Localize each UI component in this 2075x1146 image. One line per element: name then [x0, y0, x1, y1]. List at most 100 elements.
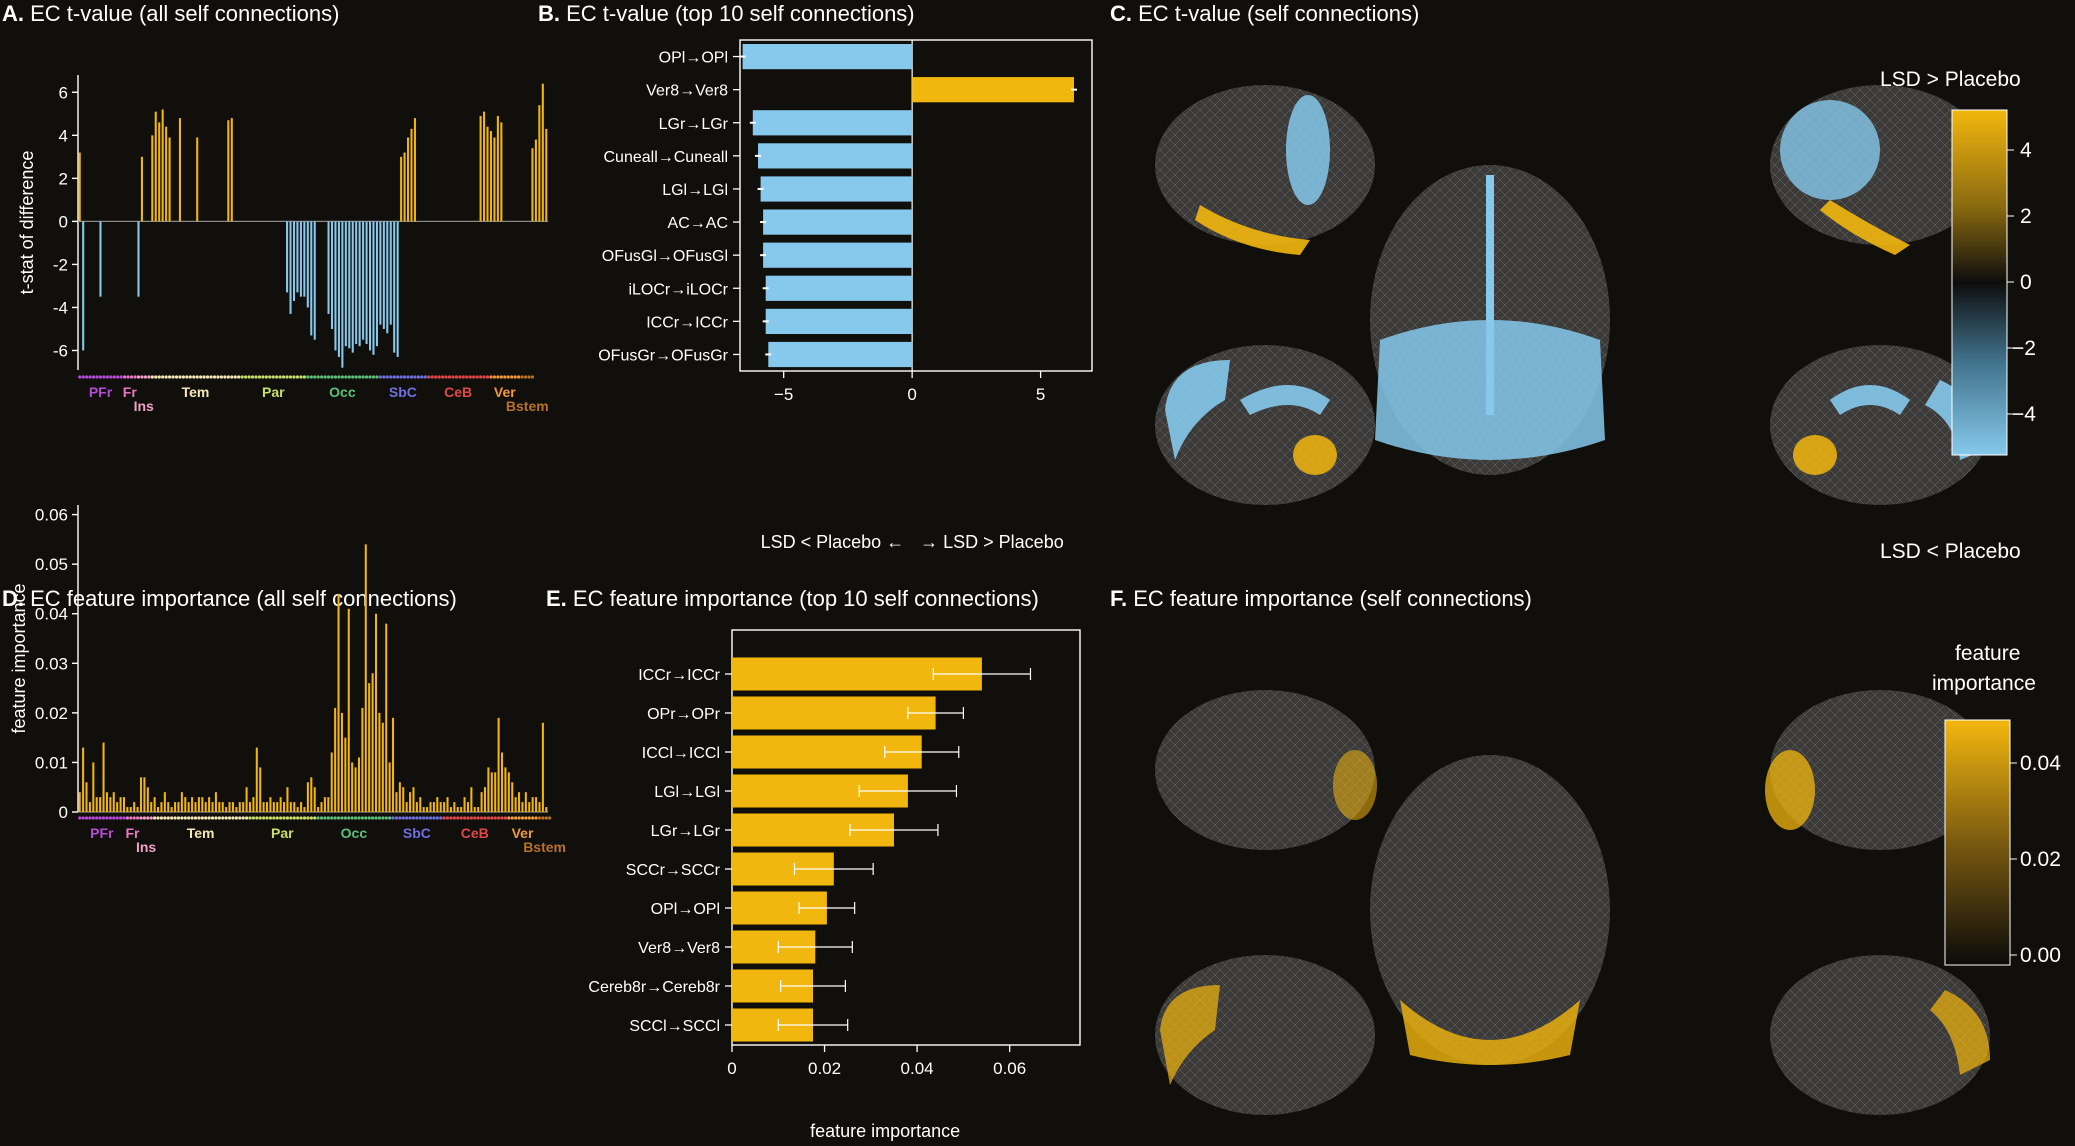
region-dot	[435, 816, 439, 820]
region-dot	[371, 375, 376, 379]
bar	[299, 221, 302, 297]
category-label: ICCl→ICCl	[642, 745, 720, 762]
region-dot	[240, 375, 244, 379]
bar	[470, 787, 473, 812]
region-dot	[81, 375, 85, 379]
y-axis-label: t-stat of difference	[17, 151, 37, 295]
bar	[105, 792, 108, 812]
region-dot	[149, 816, 153, 820]
bar	[204, 802, 207, 812]
region-dot	[262, 816, 266, 820]
region-dot	[517, 816, 521, 820]
region-dot	[214, 816, 218, 820]
bar	[99, 221, 102, 297]
region-dot	[161, 375, 165, 379]
region-dot	[358, 375, 362, 379]
bar	[732, 696, 936, 730]
bar	[538, 802, 541, 812]
region-dot	[105, 816, 109, 820]
region-dot	[523, 375, 528, 379]
y-tick-label: 2	[59, 169, 68, 188]
region-dot	[146, 816, 150, 820]
bar	[330, 752, 333, 812]
bar	[535, 797, 538, 812]
region-dot	[527, 375, 531, 379]
region-dot	[296, 816, 300, 820]
bar	[174, 802, 177, 812]
region-dot	[452, 816, 456, 820]
bar	[381, 722, 384, 812]
region-dot	[224, 816, 228, 820]
bar	[161, 109, 164, 222]
region-dot	[343, 816, 347, 820]
bar	[449, 807, 452, 812]
region-label: Occ	[329, 384, 356, 400]
panel-b-title: B. EC t-value (top 10 self connections)	[538, 1, 915, 26]
region-dot	[98, 816, 102, 820]
region-dot	[437, 375, 441, 379]
bar	[310, 221, 313, 336]
bar	[289, 221, 292, 314]
category-label: Cereb8r→Cereb8r	[588, 979, 720, 996]
region-dot	[81, 816, 85, 820]
bar	[501, 752, 504, 812]
bar	[139, 777, 143, 812]
bar	[340, 712, 343, 812]
bar	[165, 126, 168, 222]
region-dot	[216, 375, 220, 379]
bar	[327, 221, 330, 314]
region-label: Ins	[134, 398, 154, 414]
bar	[178, 118, 181, 222]
region-dot	[150, 375, 154, 379]
bar	[88, 802, 91, 812]
bar	[466, 802, 469, 812]
region-dot	[411, 816, 416, 820]
region-dot	[268, 816, 273, 820]
region-dot	[391, 816, 395, 820]
region-dot	[340, 816, 344, 820]
region-dot	[142, 816, 147, 820]
bar	[276, 802, 279, 812]
bar	[153, 797, 156, 812]
bar	[133, 802, 136, 812]
bar	[167, 802, 170, 812]
y-tick-label: 4	[59, 126, 68, 145]
region-label: PFr	[90, 825, 114, 841]
bar	[436, 797, 439, 812]
region-dot	[282, 375, 286, 379]
region-label: Par	[271, 825, 294, 841]
region-label: Ver	[512, 825, 534, 841]
brain-medial-left	[1155, 345, 1375, 505]
bar	[323, 797, 326, 812]
region-dot	[170, 816, 174, 820]
region-dot	[337, 375, 341, 379]
region-dot	[241, 816, 245, 820]
region-dot	[361, 375, 365, 379]
region-dot	[398, 816, 402, 820]
bar	[483, 787, 487, 812]
region-dot	[382, 375, 386, 379]
region-dot	[200, 816, 204, 820]
x-tick-label: 5	[1036, 385, 1045, 404]
bar	[157, 807, 160, 812]
region-dot	[396, 375, 400, 379]
bar	[154, 111, 157, 222]
region-dot	[326, 375, 331, 379]
region-dot	[282, 816, 286, 820]
region-dot	[166, 816, 170, 820]
category-label: OPl→OPl	[659, 50, 728, 67]
region-dot	[217, 816, 221, 820]
bar	[262, 802, 265, 812]
region-dot	[520, 375, 524, 379]
region-dot	[180, 816, 184, 820]
region-dot	[275, 816, 279, 820]
bar	[496, 115, 499, 222]
bar	[389, 221, 392, 325]
bar	[306, 782, 309, 812]
region-dot	[302, 816, 307, 820]
bar	[456, 807, 459, 812]
region-dot	[427, 375, 431, 379]
region-label: Occ	[341, 825, 368, 841]
region-dot	[129, 816, 133, 820]
bar	[194, 802, 197, 812]
